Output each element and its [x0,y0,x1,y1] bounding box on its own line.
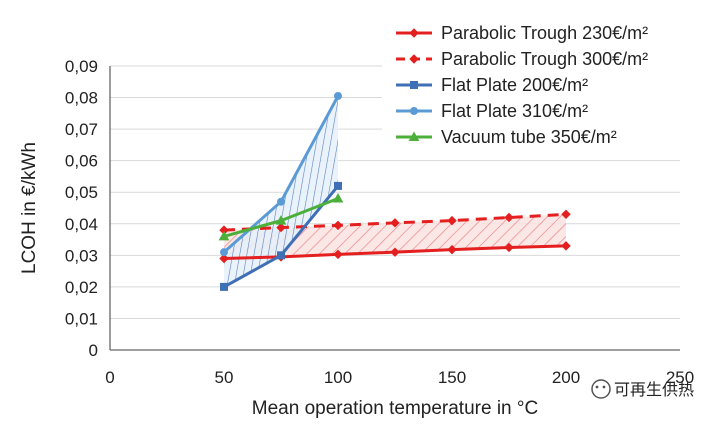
data-point-flat-plate-200-m [220,282,228,291]
y-tick-label: 0,01 [65,309,98,328]
y-tick-label: 0,02 [65,278,98,297]
series-parabolic-trough-300-m [219,209,571,235]
data-point-vacuum-tube-350-m [275,215,287,225]
data-point-vacuum-tube-350-m [332,193,344,203]
x-tick-label: 250 [666,368,694,387]
y-tick-label: 0,06 [65,152,98,171]
series-flat-plate-200-m [220,181,342,291]
axes [109,66,680,351]
series [218,91,571,291]
legend-item-vacuum-tube-350-m: Vacuum tube 350€/m² [396,127,617,147]
wechat-icon-eye-left [595,385,599,389]
y-tick-label: 0,09 [65,57,98,76]
x-axis-title: Mean operation temperature in °C [252,398,538,419]
data-point-parabolic-trough-300-m [390,218,400,228]
legend-label: Vacuum tube 350€/m² [441,127,617,147]
y-tick-label: 0,08 [65,89,98,108]
data-point-parabolic-trough-300-m [276,222,286,233]
legend-marker [410,81,418,89]
wechat-icon [591,379,611,399]
legend-marker [410,107,418,115]
data-point-flat-plate-200-m [277,251,285,260]
x-tick-label: 200 [552,368,580,387]
legend-item-parabolic-trough-230-m: Parabolic Trough 230€/m² [396,23,648,43]
data-point-flat-plate-310-m [220,248,228,257]
y-tick-label: 0 [89,341,98,360]
data-point-parabolic-trough-230-m [390,247,400,257]
data-point-parabolic-trough-230-m [561,241,571,251]
watermark: 可再生供热 [591,379,694,399]
data-point-flat-plate-310-m [277,197,285,206]
legend-item-parabolic-trough-300-m: Parabolic Trough 300€/m² [396,49,648,69]
data-point-parabolic-trough-230-m [504,242,514,253]
data-point-vacuum-tube-350-m [218,230,230,241]
y-tick-label: 0,03 [65,246,98,265]
tick-labels: 0 0,01 0,02 0,03 0,04 0,05 0,06 0,07 0,08 0,09 0 50… [65,57,694,387]
y-tick-label: 0,07 [65,120,98,139]
series-vacuum-tube-350-m [218,193,344,241]
data-point-parabolic-trough-300-m [504,212,514,223]
watermark-text: 可再生供热 [614,381,694,399]
series-flat-plate-310-m [220,91,342,257]
legend-label: Parabolic Trough 230€/m² [441,23,648,43]
legend-marker [409,54,419,64]
x-tick-label: 50 [215,368,234,387]
legend-label: Flat Plate 200€/m² [441,75,588,95]
legend-item-flat-plate-200-m: Flat Plate 200€/m² [396,75,588,95]
legend-label: Parabolic Trough 300€/m² [441,49,648,69]
data-point-flat-plate-310-m [334,91,342,100]
x-tick-label: 0 [105,368,114,387]
y-axis-title: LCOH in €/kWh [19,142,40,274]
legend-marker [408,131,420,141]
x-tick-label: 100 [324,368,352,387]
y-tick-label: 0,04 [65,215,98,234]
wechat-icon-eye-right [602,385,606,389]
data-point-parabolic-trough-230-m [333,249,343,260]
data-point-parabolic-trough-230-m [219,253,229,264]
legend-label: Flat Plate 310€/m² [441,101,588,121]
legend-marker [409,28,419,38]
x-tick-label: 150 [438,368,466,387]
data-point-parabolic-trough-300-m [561,209,571,220]
data-point-parabolic-trough-300-m [447,215,457,226]
y-tick-label: 0,05 [65,183,98,202]
legend-item-flat-plate-310-m: Flat Plate 310€/m² [396,101,588,121]
data-point-flat-plate-200-m [334,181,342,190]
legend: Parabolic Trough 230€/m² Parabolic Trough… [382,10,682,160]
data-point-parabolic-trough-300-m [333,220,343,231]
shaded-band-flat-plate [224,95,338,287]
data-point-parabolic-trough-230-m [447,244,457,255]
